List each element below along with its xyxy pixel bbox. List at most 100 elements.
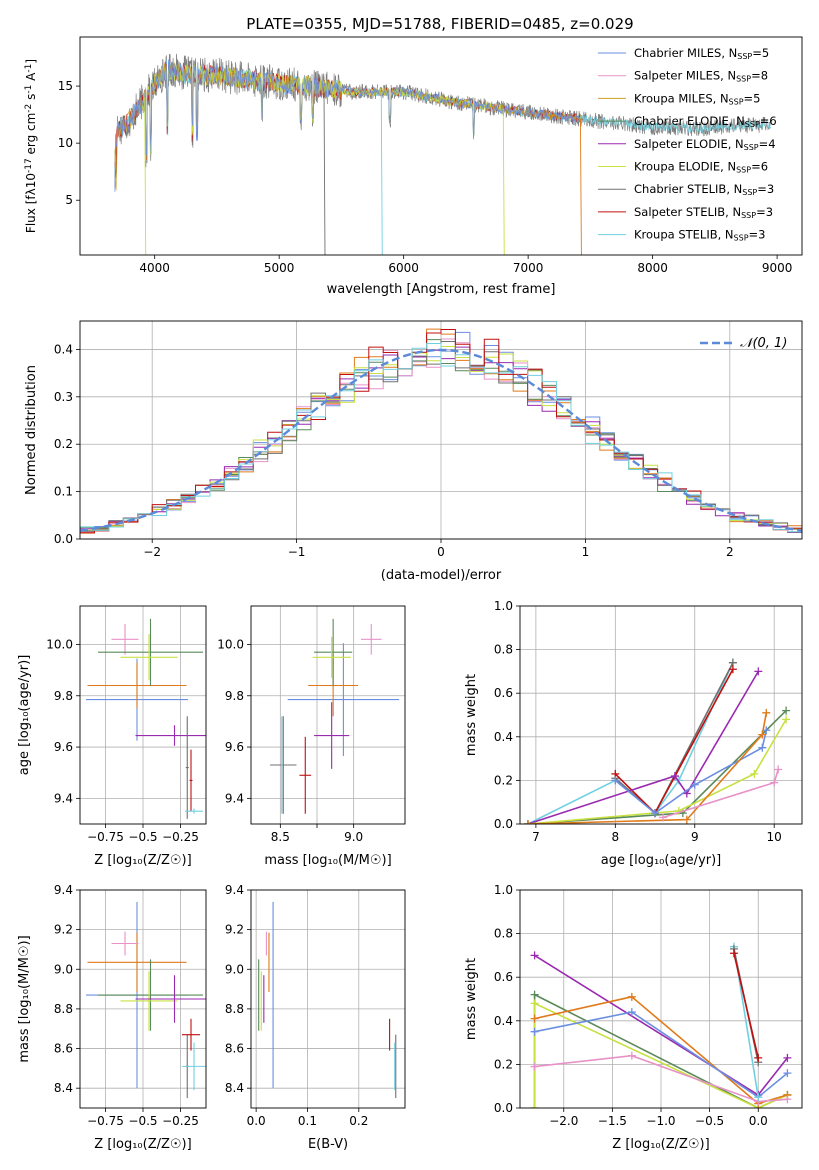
x-tick-label: 8 <box>612 830 620 844</box>
y-tick-label: 8.8 <box>54 1002 73 1016</box>
x-tick-label: 7000 <box>513 261 544 275</box>
y-tick-label: 9.4 <box>54 791 73 805</box>
y-tick-label: 9.8 <box>225 689 244 703</box>
x-tick-label: −1 <box>288 545 306 559</box>
y-tick-label: 0.0 <box>494 1101 513 1115</box>
y-tick-label: 0.0 <box>54 532 73 546</box>
spectrum-spike <box>502 108 505 255</box>
y-tick-label: 0.3 <box>54 390 73 404</box>
weight-marker-orange <box>523 820 532 824</box>
plot-area <box>530 942 792 1108</box>
weight-marker-salpeter_elodie <box>754 667 763 676</box>
x-axis-label: Z [log₁₀(Z/Z☉)] <box>94 853 191 868</box>
y-tick-label: 8.4 <box>54 1081 73 1095</box>
y-axis-label: mass [log₁₀(M/M☉)] <box>17 935 32 1062</box>
weight-marker-salpeter_miles <box>783 1095 792 1104</box>
x-tick-label: 2 <box>726 545 734 559</box>
weight-marker-salpeter_stelib <box>729 949 738 958</box>
panel-z_age: −0.75 −0.5 −0.25 9.4 9.6 9.8 10.0 Z [log₁₀(Z/Z☉… <box>17 605 207 868</box>
weight-marker-chabrier_miles <box>651 809 660 818</box>
legend-entry: Chabrier MILES, NSSP=5 <box>634 46 769 61</box>
panel-z_mass: −0.75 −0.5 −0.25 8.4 8.6 8.8 9.0 9.2 9.4 Z [log₁₀… <box>17 883 207 1152</box>
weight-marker-salpeter_miles <box>774 765 783 774</box>
weight-line-salpeter_stelib <box>614 668 734 815</box>
weight-marker-salpeter_elodie <box>783 1053 792 1062</box>
y-tick-label: 9.2 <box>225 923 244 937</box>
x-tick-label: 1 <box>582 545 590 559</box>
y-tick-label: 0.2 <box>494 1057 513 1071</box>
plot-area <box>270 618 400 814</box>
y-tick-label: 0.6 <box>494 686 513 700</box>
legend-entry: Salpeter STELIB, NSSP=3 <box>634 205 773 220</box>
axes-frame <box>79 605 207 825</box>
x-tick-label: −0.25 <box>162 1114 199 1128</box>
legend-entry: 𝒩(0, 1) <box>740 336 787 351</box>
x-tick-label: −0.5 <box>695 1114 724 1128</box>
axes-frame <box>79 889 207 1109</box>
y-tick-label: 10 <box>58 136 73 150</box>
weight-marker-chabrier_elodie <box>782 706 791 715</box>
y-tick-label: 0.2 <box>494 773 513 787</box>
legend-entry: Kroupa MILES, NSSP=5 <box>634 91 760 106</box>
y-axis-label: Normed distribution <box>24 365 39 495</box>
x-axis-label: Z [log₁₀(Z/Z☉)] <box>612 1137 709 1152</box>
x-tick-label: 0.0 <box>247 1114 266 1128</box>
weight-marker-kroupa_elodie <box>530 999 539 1008</box>
weight-marker-chabrier_miles <box>611 776 620 785</box>
weight-marker-kroupa_stelib <box>754 1093 763 1102</box>
weight-line-kroupa_elodie <box>533 1002 788 1108</box>
y-tick-label: 9.0 <box>54 962 73 976</box>
y-tick-label: 1.0 <box>494 599 513 613</box>
x-tick-label: −2 <box>143 545 161 559</box>
x-tick-label: −0.75 <box>87 1114 124 1128</box>
axes-frame <box>250 605 406 825</box>
spectrum-spike <box>144 97 147 255</box>
plot-area <box>86 901 206 1099</box>
x-tick-label: 0.2 <box>349 1114 368 1128</box>
y-tick-label: 0.2 <box>54 437 73 451</box>
y-tick-label: 15 <box>58 79 73 93</box>
axes-frame <box>79 320 803 540</box>
x-axis-label: (data-model)/error <box>381 568 502 583</box>
axes-frame <box>250 889 406 1109</box>
weight-line-chabrier_elodie <box>527 710 787 824</box>
x-axis-label: Z [log₁₀(Z/Z☉)] <box>94 1137 191 1152</box>
weight-marker-chabrier_miles <box>690 780 699 789</box>
y-tick-label: 9.6 <box>54 740 73 754</box>
weight-marker-kroupa_elodie <box>782 715 791 724</box>
y-axis-label: age [log₁₀(age/yr)] <box>17 655 32 776</box>
legend-entry: Chabrier STELIB, NSSP=3 <box>634 182 774 197</box>
weight-marker-salpeter_stelib <box>754 1053 763 1062</box>
plot-area <box>86 618 206 819</box>
panel-age_weight: 7 8 9 10 0.0 0.2 0.4 0.6 0.8 1.0 mass weight age [l… <box>464 599 803 868</box>
y-tick-label: 9.2 <box>54 923 73 937</box>
x-tick-label: 9 <box>691 830 699 844</box>
spectrum-spike <box>380 91 383 255</box>
weight-marker-salpeter_miles <box>770 778 779 787</box>
x-tick-label: 9.0 <box>344 830 363 844</box>
y-tick-label: 9.8 <box>54 689 73 703</box>
weight-marker-orange <box>627 992 636 1001</box>
x-tick-label: 5000 <box>264 261 295 275</box>
weight-marker-salpeter_elodie <box>530 951 539 960</box>
x-tick-label: 6000 <box>388 261 419 275</box>
y-tick-label: 5 <box>65 193 73 207</box>
y-tick-label: 9.4 <box>54 883 73 897</box>
weight-marker-salpeter_miles <box>658 813 667 822</box>
x-tick-label: 8000 <box>637 261 668 275</box>
x-axis-label: E(B-V) <box>308 1137 348 1152</box>
y-tick-label: 8.6 <box>54 1042 73 1056</box>
y-tick-label: 0.6 <box>494 970 513 984</box>
legend: Chabrier MILES, NSSP=5 Salpeter MILES, NS… <box>598 46 777 243</box>
legend-entry: Chabrier ELODIE, NSSP=6 <box>634 114 777 129</box>
histogram-kroupa_stelib <box>80 343 802 533</box>
y-tick-label: 9.4 <box>225 883 244 897</box>
plot-area <box>80 328 802 534</box>
weight-marker-salpeter_stelib <box>728 665 737 674</box>
x-tick-label: −0.75 <box>87 830 124 844</box>
panel-spectrum: 4000 5000 6000 7000 8000 9000 5 10 15 wavelength … <box>24 36 803 297</box>
weight-marker-kroupa_elodie <box>530 1104 539 1108</box>
x-tick-label: −1.5 <box>598 1114 627 1128</box>
weight-marker-orange <box>758 730 767 739</box>
